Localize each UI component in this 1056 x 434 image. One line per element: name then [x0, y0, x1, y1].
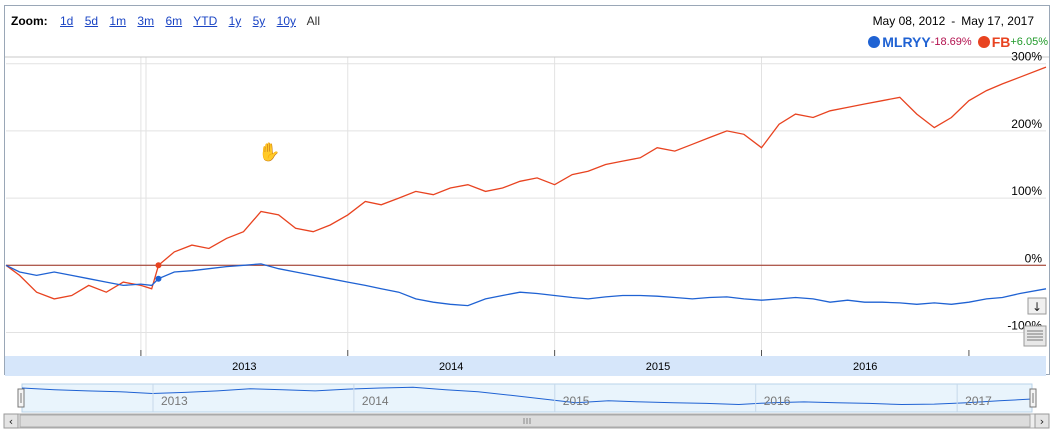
hand-cursor-icon: ✋ [258, 141, 280, 163]
y-tick-label: 200% [1011, 117, 1042, 131]
date-range: May 08, 2012- May 17, 2017 [873, 14, 1034, 28]
y-tick-label: 100% [1011, 184, 1042, 198]
y-tick-label: 300% [1011, 50, 1042, 64]
navigator-tick-label: 2015 [563, 394, 590, 408]
scroll-down-arrow-icon: ↓ [1032, 300, 1042, 314]
navigator-tick-label: 2017 [965, 394, 992, 408]
legend-dot-mlryy [868, 36, 881, 48]
chevron-left-icon: ‹ [9, 415, 13, 428]
zoom-1m-button[interactable]: 1m [109, 14, 127, 28]
navigator-tick-label: 2013 [161, 394, 188, 408]
navigator-area [21, 383, 1033, 413]
y-axis: 300%200%100%0%-100% [1007, 50, 1042, 333]
zoom-1d-button[interactable]: 1d [60, 14, 74, 28]
hover-point-fb [155, 262, 162, 269]
scroll-down-button[interactable] [1027, 297, 1047, 315]
x-tick-label: 2013 [232, 361, 256, 373]
x-tick-label: 2015 [646, 361, 670, 373]
legend-change-fb: +6.05% [1010, 36, 1048, 48]
chart-frame [4, 5, 1050, 375]
x-tick-label: 2014 [439, 361, 463, 373]
range-start: May 08, 2012 [872, 14, 946, 28]
zoom-10y-button[interactable]: 10y [276, 14, 296, 28]
zoom-6m-button[interactable]: 6m [165, 14, 183, 28]
navigator-tick-label: 2016 [764, 394, 791, 408]
legend-name-mlryy[interactable]: MLRYY [882, 34, 931, 50]
legend: MLRYY -18.69% FB +6.05% [868, 34, 1048, 50]
zoom-all-button[interactable]: All [306, 14, 321, 28]
x-axis-band [5, 356, 1046, 376]
vertical-scroll[interactable]: ↓ [1023, 297, 1047, 347]
legend-name-fb[interactable]: FB [991, 34, 1011, 50]
zoom-5d-button[interactable]: 5d [84, 14, 99, 28]
grid [5, 56, 1049, 356]
chevron-right-icon: › [1040, 415, 1044, 428]
zoom-ytd-button[interactable]: YTD [193, 14, 218, 28]
zoom-5y-button[interactable]: 5y [252, 14, 266, 28]
y-tick-label: 0% [1025, 251, 1043, 265]
legend-dot-fb [977, 36, 990, 48]
scroll-right-button[interactable] [1034, 413, 1050, 429]
zoom-1y-button[interactable]: 1y [228, 14, 242, 28]
zoom-bar: Zoom: 1d 5d 1m 3m 6m YTD 1y 5y 10y All [11, 14, 328, 28]
zoom-label: Zoom: [11, 14, 48, 28]
range-separator: - [951, 14, 956, 28]
navigator-series-line [21, 386, 1033, 406]
zoom-3m-button[interactable]: 3m [137, 14, 155, 28]
scrollbar-thumb[interactable] [19, 414, 1031, 428]
hover-point-mlryy [155, 275, 162, 282]
series-group: ✋ [5, 66, 1047, 307]
x-tick-label: 2016 [853, 361, 877, 373]
x-axis: 2013 2014 2015 2016 [5, 350, 1046, 376]
scroll-left-button[interactable] [3, 413, 19, 429]
series-line-fb [5, 66, 1047, 300]
range-end: May 17, 2017 [961, 14, 1034, 28]
legend-change-mlryy: -18.69% [930, 36, 972, 48]
navigator-tick-label: 2014 [362, 394, 389, 408]
